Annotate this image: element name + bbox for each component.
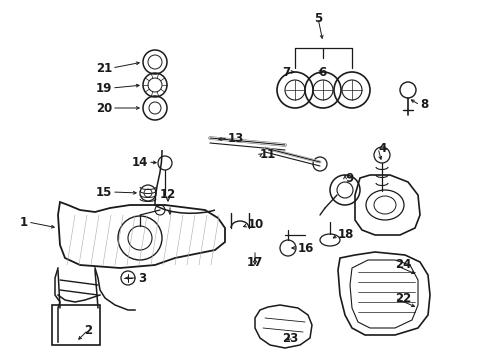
Text: 13: 13 xyxy=(228,131,244,144)
Text: 23: 23 xyxy=(282,332,298,345)
Text: 1: 1 xyxy=(20,216,28,229)
Text: 12: 12 xyxy=(160,189,176,202)
Text: 11: 11 xyxy=(260,148,276,162)
Text: 19: 19 xyxy=(96,81,112,94)
Text: 14: 14 xyxy=(132,156,148,168)
Text: 2: 2 xyxy=(84,324,92,337)
Text: 5: 5 xyxy=(314,12,322,24)
Text: 8: 8 xyxy=(420,99,428,112)
Text: 7: 7 xyxy=(282,66,290,78)
Text: 20: 20 xyxy=(96,102,112,114)
Text: 21: 21 xyxy=(96,62,112,75)
Text: 3: 3 xyxy=(138,271,146,284)
Text: 9: 9 xyxy=(345,171,353,184)
Text: 24: 24 xyxy=(395,258,412,271)
Text: 17: 17 xyxy=(247,256,263,269)
Text: 4: 4 xyxy=(378,141,386,154)
Text: 16: 16 xyxy=(298,242,315,255)
Text: 18: 18 xyxy=(338,229,354,242)
Text: 22: 22 xyxy=(395,292,411,305)
Text: 15: 15 xyxy=(96,185,112,198)
Text: 6: 6 xyxy=(318,66,326,78)
Text: 10: 10 xyxy=(248,219,264,231)
